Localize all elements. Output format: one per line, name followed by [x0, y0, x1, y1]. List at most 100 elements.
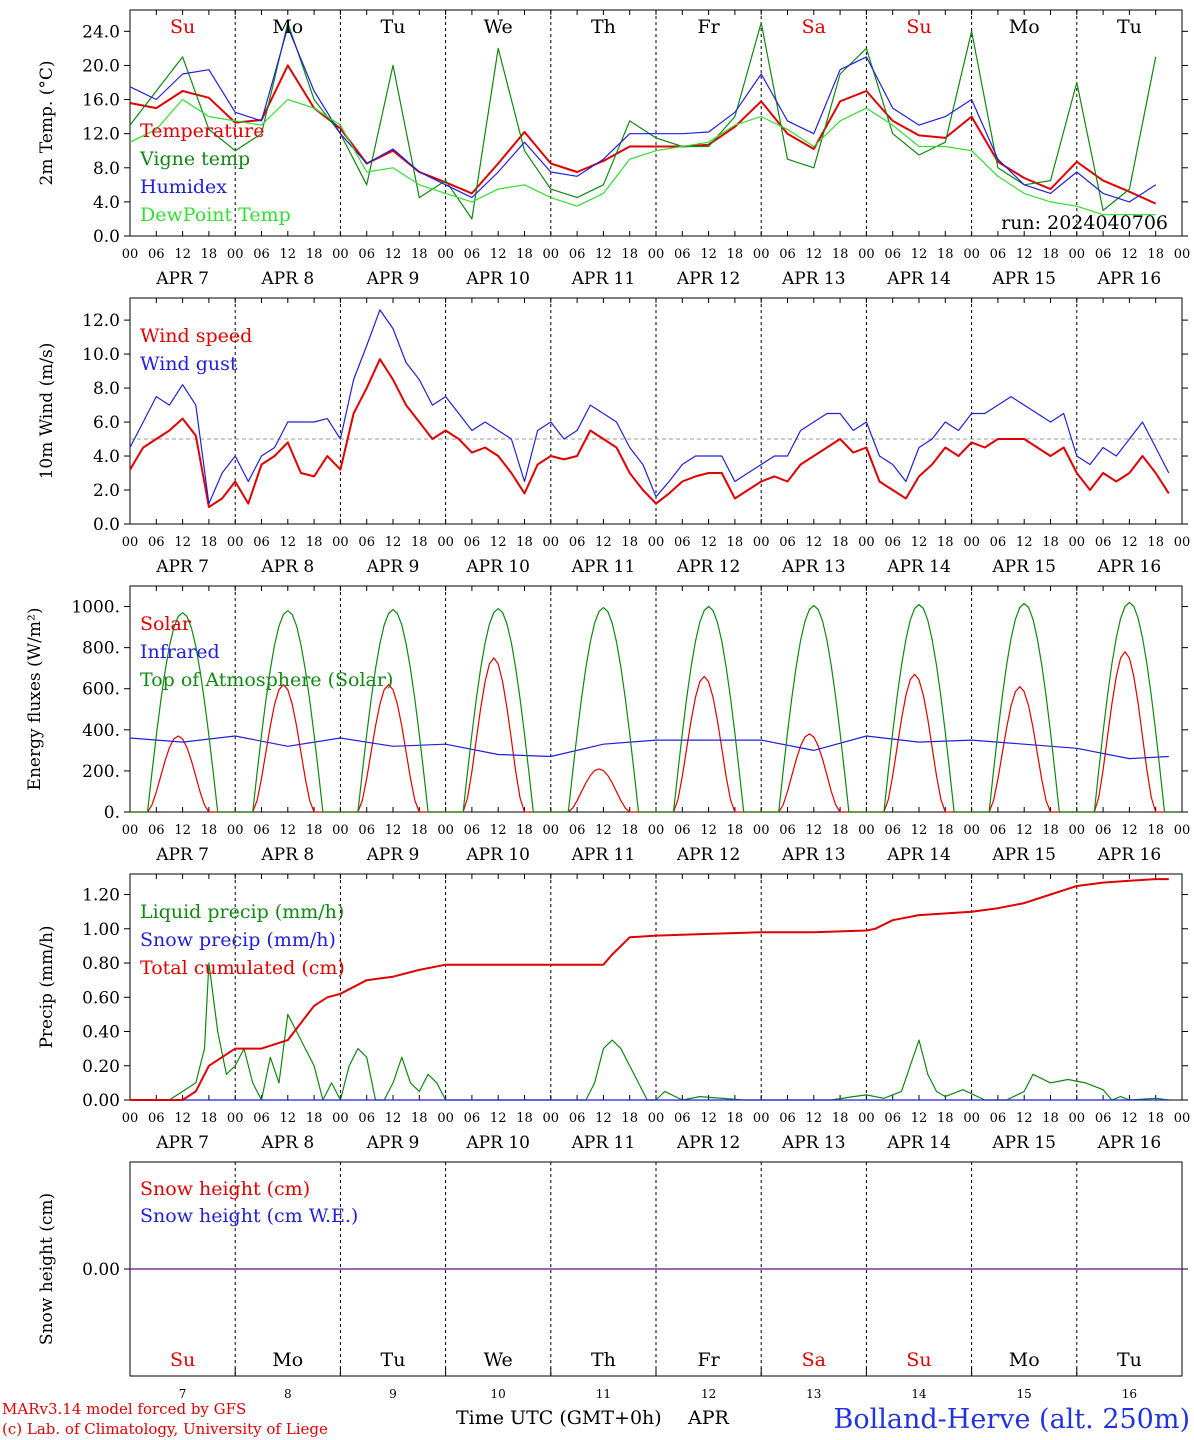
x-hour-label: 18 — [937, 1111, 954, 1126]
legend-entry: Snow precip (mm/h) — [140, 929, 336, 951]
series-line — [129, 22, 1157, 220]
x-hour-label: 06 — [990, 535, 1007, 550]
y-tick-label: 0.20 — [82, 1057, 120, 1077]
x-date-label: APR 11 — [571, 845, 636, 865]
x-date-label: APR 12 — [676, 845, 741, 865]
x-date-label: APR 7 — [155, 1133, 209, 1153]
y-tick-label: 600. — [82, 680, 120, 700]
x-hour-label: 06 — [148, 535, 165, 550]
x-hour-label: 00 — [858, 823, 875, 838]
y-tick-label: 0.0 — [93, 227, 120, 247]
x-hour-label: 06 — [1095, 1111, 1112, 1126]
x-hour-label: 00 — [543, 247, 560, 262]
day-number-label: 7 — [179, 1387, 187, 1401]
x-hour-label: 06 — [990, 823, 1007, 838]
x-date-label: APR 15 — [991, 269, 1056, 289]
day-name-label: Tu — [381, 1349, 406, 1371]
x-date-label: APR 15 — [991, 557, 1056, 577]
y-tick-label: 12.0 — [82, 311, 120, 331]
x-date-label: APR 8 — [260, 1133, 314, 1153]
y-tick-label: 20.0 — [82, 56, 120, 76]
x-hour-label: 18 — [516, 1111, 533, 1126]
x-hour-label: 06 — [779, 247, 796, 262]
x-hour-label: 00 — [122, 247, 139, 262]
day-name-label: Sa — [802, 16, 826, 38]
x-hour-label: 12 — [1121, 535, 1138, 550]
x-hour-label: 18 — [201, 1111, 218, 1126]
x-hour-label: 00 — [332, 1111, 349, 1126]
day-name-label: Su — [170, 16, 195, 38]
x-hour-label: 06 — [1095, 823, 1112, 838]
x-hour-label: 18 — [621, 535, 638, 550]
x-hour-label: 12 — [595, 247, 612, 262]
x-hour-label: 12 — [806, 1111, 823, 1126]
x-hour-label: 00 — [753, 247, 770, 262]
x-hour-label: 18 — [727, 1111, 744, 1126]
legend-entry: Snow height (cm W.E.) — [140, 1205, 358, 1227]
y-tick-label: 24.0 — [82, 22, 120, 42]
x-date-label: APR 11 — [571, 1133, 636, 1153]
x-date-label: APR 14 — [886, 269, 951, 289]
x-hour-label: 18 — [411, 247, 428, 262]
x-hour-label: 00 — [437, 1111, 454, 1126]
x-hour-label: 00 — [858, 535, 875, 550]
x-hour-label: 06 — [1095, 247, 1112, 262]
x-hour-label: 06 — [884, 823, 901, 838]
y-tick-label: 0.40 — [82, 1023, 120, 1043]
y-tick-label: 8.0 — [93, 379, 120, 399]
day-number-label: 14 — [911, 1387, 927, 1401]
x-hour-label: 06 — [253, 1111, 270, 1126]
x-hour-label: 00 — [227, 535, 244, 550]
x-date-label: APR 10 — [465, 269, 530, 289]
x-hour-label: 12 — [911, 1111, 928, 1126]
x-hour-label: 18 — [727, 247, 744, 262]
legend-entry: Liquid precip (mm/h) — [140, 901, 344, 923]
x-date-label: APR 13 — [781, 1133, 846, 1153]
x-hour-label: 00 — [122, 535, 139, 550]
x-hour-label: 12 — [1016, 247, 1033, 262]
x-hour-label: 06 — [569, 823, 586, 838]
x-hour-label: 06 — [569, 1111, 586, 1126]
x-hour-label: 18 — [516, 535, 533, 550]
day-name-label: Mo — [272, 1349, 303, 1371]
x-hour-label: 00 — [332, 535, 349, 550]
x-hour-label: 06 — [779, 535, 796, 550]
x-hour-label: 06 — [779, 1111, 796, 1126]
y-tick-label: 800. — [82, 639, 120, 659]
x-hour-label: 06 — [148, 247, 165, 262]
day-name-label: Fr — [697, 1349, 720, 1371]
x-hour-label: 12 — [911, 823, 928, 838]
day-number-label: 13 — [806, 1387, 821, 1401]
x-date-label: APR 9 — [366, 269, 420, 289]
x-date-label: APR 10 — [465, 845, 530, 865]
x-hour-label: 12 — [700, 535, 717, 550]
x-hour-label: 00 — [437, 247, 454, 262]
x-hour-label: 06 — [464, 247, 481, 262]
x-hour-label: 18 — [411, 535, 428, 550]
x-date-label: APR 13 — [781, 845, 846, 865]
x-date-label: APR 8 — [260, 269, 314, 289]
credit-line-2: (c) Lab. of Climatology, University of L… — [2, 1420, 328, 1438]
x-hour-label: 00 — [437, 823, 454, 838]
x-hour-label: 00 — [122, 1111, 139, 1126]
x-hour-label: 18 — [1042, 535, 1059, 550]
y-tick-label: 1.00 — [82, 920, 120, 940]
y-tick-label: 4.0 — [93, 447, 120, 467]
day-name-label: Tu — [381, 16, 406, 38]
x-hour-label: 06 — [674, 1111, 691, 1126]
day-number-label: 12 — [701, 1387, 716, 1401]
x-date-label: APR 13 — [781, 269, 846, 289]
day-name-label: Su — [170, 1349, 195, 1371]
series-line — [129, 735, 1169, 760]
x-hour-label: 12 — [174, 823, 191, 838]
x-date-label: APR 10 — [465, 1133, 530, 1153]
x-date-label: APR 14 — [886, 845, 951, 865]
x-hour-label: 18 — [306, 823, 323, 838]
x-hour-label: 00 — [332, 823, 349, 838]
x-hour-label: 12 — [490, 823, 507, 838]
series-line — [129, 64, 1157, 205]
x-date-label: APR 16 — [1097, 845, 1162, 865]
x-date-label: APR 7 — [155, 845, 209, 865]
legend-entry: Top of Atmosphere (Solar) — [140, 669, 393, 691]
x-hour-label: 00 — [437, 535, 454, 550]
